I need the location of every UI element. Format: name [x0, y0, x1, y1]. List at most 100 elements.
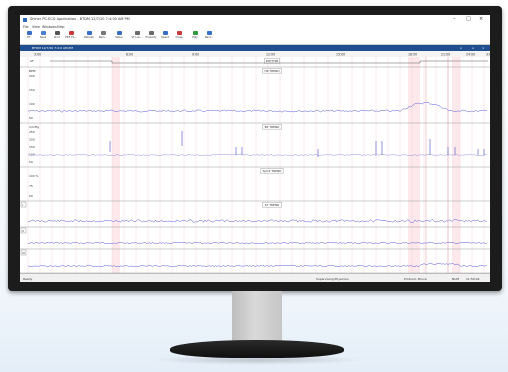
document-title: BTDM 12/7/20 7:4:0 AM PM — [32, 46, 73, 50]
panel-tick-label: 150 — [29, 88, 35, 92]
doc-minimize-button[interactable]: ▫ — [460, 46, 463, 50]
event-band — [452, 51, 460, 273]
panel-tick-label: 50 — [29, 194, 33, 198]
play-icon — [192, 31, 198, 35]
toolbar-button-remove[interactable]: Rem... — [96, 31, 110, 39]
panel-unit: mmHg — [29, 125, 39, 129]
property-icon — [148, 31, 154, 35]
panel-label: RHYTHM — [266, 59, 279, 63]
time-axis-bar — [20, 51, 490, 57]
toolbar-button-next[interactable]: Next... — [202, 31, 216, 39]
toolbar-button-patient[interactable]: P.T. — [22, 31, 36, 39]
screen: Shiner PC-ECG Application - BTDM 12/7/20… — [20, 15, 490, 282]
panel-tick-label: 200 — [29, 74, 35, 78]
panel-label-box — [262, 124, 282, 130]
monitor-bezel: Shiner PC-ECG Application - BTDM 12/7/20… — [8, 6, 502, 291]
panel-label-box — [262, 68, 282, 74]
time-axis-label: 3:00 — [486, 53, 490, 57]
bp-baseline — [27, 154, 488, 156]
toolbar-button-label: Close — [175, 36, 183, 39]
time-axis-label: 12:00 — [266, 53, 275, 57]
channel-label: III — [22, 251, 25, 255]
menu-help[interactable]: Help — [57, 24, 65, 29]
rhythm-tag: AF — [30, 59, 34, 63]
menu-bar: File View Windows Help — [20, 24, 490, 30]
document-tab: BTDM 12/7/20 7:4:0 AM PM ▫ ▫ × — [20, 45, 490, 51]
next-icon — [206, 31, 212, 35]
toolbar-button-label: Refresh — [84, 36, 94, 39]
event-band — [408, 51, 420, 273]
toolbar-button-label: PDF Ex... — [65, 36, 77, 39]
toolbar-button-label: Next... — [204, 36, 214, 39]
toolbar-button-label: Rem... — [98, 36, 108, 39]
channel-toggle — [20, 249, 27, 256]
monitor-stand-base — [170, 340, 344, 358]
monitor-stand-neck — [232, 291, 282, 341]
status-num: NUM — [452, 276, 460, 281]
time-axis-label: 24:00 — [466, 53, 475, 57]
stand-shadow — [150, 355, 364, 365]
event-band — [112, 51, 120, 273]
time-axis-label: 9:00 — [192, 53, 199, 57]
toolbar-button-label: Opent — [161, 36, 169, 39]
status-bar: Ready Supervising Physician Protocol: Br… — [20, 273, 490, 282]
panel-tick-label: 50 — [29, 116, 33, 120]
time-axis-label: 18:00 — [408, 53, 417, 57]
remove-icon — [100, 31, 106, 35]
patient-icon — [26, 31, 32, 35]
panel-label: BP TREND — [265, 125, 280, 129]
st-trend-line-2 — [27, 241, 488, 245]
toolbar-button-label: Setup — [115, 36, 123, 39]
panel-label-box — [262, 202, 282, 208]
panel-tick-label: 250 — [29, 130, 35, 134]
toolbar-button-close[interactable]: Close — [172, 31, 186, 39]
panel-tick-label: 50 — [29, 160, 33, 164]
toolbar-button-setup[interactable]: Setup — [112, 31, 126, 39]
panel-label: HR TREND — [264, 69, 280, 73]
toolbar-button-pdf[interactable]: PDF Ex... — [64, 31, 78, 39]
toolbar-button-label: ST Lou... — [131, 36, 143, 39]
time-axis-label: 21:00 — [441, 53, 450, 57]
toolbar-button-refresh[interactable]: Refresh — [82, 31, 96, 39]
status-time: 11:50:04 — [466, 276, 480, 281]
channel-label: II — [22, 229, 24, 233]
panel-tick-label: 150 — [29, 145, 35, 149]
menu-file[interactable]: File — [23, 24, 29, 29]
channel-label: I — [22, 203, 23, 207]
status-protocol: Protocol: Bruce — [404, 276, 427, 281]
toolbar-button-open[interactable]: Opent — [158, 31, 172, 39]
panel-tick-label: 100 — [29, 102, 35, 106]
toolbar-button-save[interactable]: Save — [36, 31, 50, 39]
toolbar-button-property[interactable]: Property — [144, 31, 158, 39]
panel-label: ST TREND — [265, 203, 280, 207]
menu-windows[interactable]: Windows — [42, 24, 57, 29]
toolbar-button-st[interactable]: ST Lou... — [130, 31, 144, 39]
doc-restore-button[interactable]: ▫ — [472, 46, 475, 50]
panel-unit: BPM — [29, 69, 36, 73]
refresh-icon — [86, 31, 92, 35]
toolbar-button-label: Print — [54, 36, 60, 39]
menu-view[interactable]: View — [32, 24, 40, 29]
st-trend-line-3 — [27, 262, 488, 268]
panel-tick-label: 100 — [29, 153, 35, 157]
toolbar-button-print[interactable]: Print — [50, 31, 64, 39]
close-button[interactable]: × — [479, 16, 484, 22]
status-ready: Ready — [23, 276, 33, 281]
pdf-icon — [68, 31, 74, 35]
maximize-button[interactable]: □ — [466, 16, 471, 22]
window-title: Shiner PC-ECG Application - BTDM 12/7/20… — [30, 17, 130, 21]
doc-close-button[interactable]: × — [482, 46, 485, 50]
toolbar-button-label: Play — [192, 36, 198, 39]
time-axis-label: 15:00 — [336, 53, 345, 57]
setup-icon — [116, 31, 122, 35]
app-icon — [23, 17, 27, 22]
toolbar-button-play[interactable]: Play — [188, 31, 202, 39]
open-icon — [162, 31, 168, 35]
title-bar: Shiner PC-ECG Application - BTDM 12/7/20… — [20, 15, 490, 24]
toolbar-button-label: Save — [39, 36, 47, 39]
trend-plot-area: 3:00 6:00 9:00 12:00 15:00 18:00 21:00 24:00 3:0… — [20, 51, 490, 274]
minimize-button[interactable]: – — [453, 16, 456, 22]
rhythm-trace — [50, 60, 488, 64]
toolbar: P.T. Save Print PDF Ex... Refresh Rem... Setup… — [20, 30, 490, 45]
panel-label-box — [260, 168, 284, 174]
